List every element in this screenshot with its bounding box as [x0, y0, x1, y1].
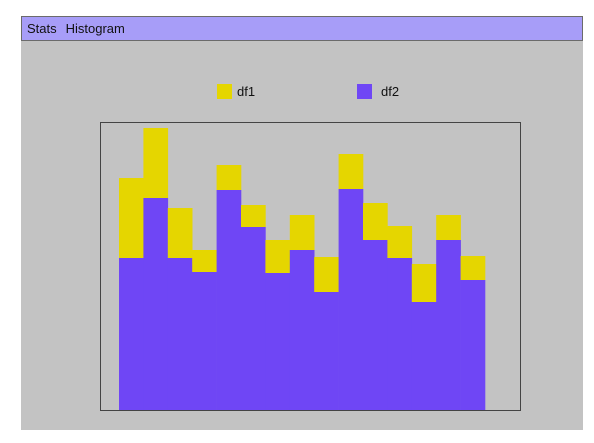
histogram-chart: df1 df2 [100, 84, 521, 411]
bar-df1-9 [314, 257, 339, 292]
bar-df2-3 [167, 258, 193, 410]
bar-df1-14 [436, 215, 461, 240]
bar-df2-11 [363, 240, 388, 410]
bar-df1-10 [338, 154, 364, 189]
bar-df2-14 [436, 240, 461, 410]
bar-df1-5 [216, 165, 242, 190]
plot-frame [100, 122, 521, 411]
menu-bar: Stats Histogram [21, 16, 583, 41]
bar-df2-4 [192, 272, 217, 410]
menu-histogram[interactable]: Histogram [65, 21, 125, 36]
bar-df1-3 [167, 208, 193, 258]
bar-df2-9 [314, 292, 339, 410]
bar-df2-7 [265, 273, 291, 410]
bars [119, 128, 486, 410]
legend-label-df2: df2 [381, 84, 399, 99]
bar-df2-15 [460, 280, 486, 410]
bar-df1-8 [289, 215, 315, 250]
legend-label-df1: df1 [237, 84, 255, 99]
bar-df2-8 [289, 250, 315, 410]
bar-df2-6 [241, 227, 266, 410]
bar-df2-5 [216, 190, 242, 410]
bar-df2-1 [119, 258, 144, 410]
bar-df2-12 [387, 258, 413, 410]
bar-df2-10 [338, 189, 364, 410]
bar-df1-7 [265, 240, 291, 273]
legend: df1 df2 [217, 84, 399, 99]
legend-swatch-df1 [217, 84, 232, 99]
menu-stats[interactable]: Stats [27, 21, 57, 36]
app-window: Stats Histogram df1 df2 [21, 16, 583, 430]
bar-df1-13 [411, 264, 437, 302]
legend-swatch-df2 [357, 84, 372, 99]
bar-df1-4 [192, 250, 217, 272]
bar-df1-6 [241, 205, 266, 227]
bar-df2-13 [411, 302, 437, 410]
bar-df2-2 [143, 198, 169, 410]
bar-df1-2 [143, 128, 169, 198]
bar-df1-12 [387, 226, 413, 258]
bar-df1-11 [363, 203, 388, 240]
bar-df1-1 [119, 178, 144, 258]
bar-df1-15 [460, 256, 486, 280]
